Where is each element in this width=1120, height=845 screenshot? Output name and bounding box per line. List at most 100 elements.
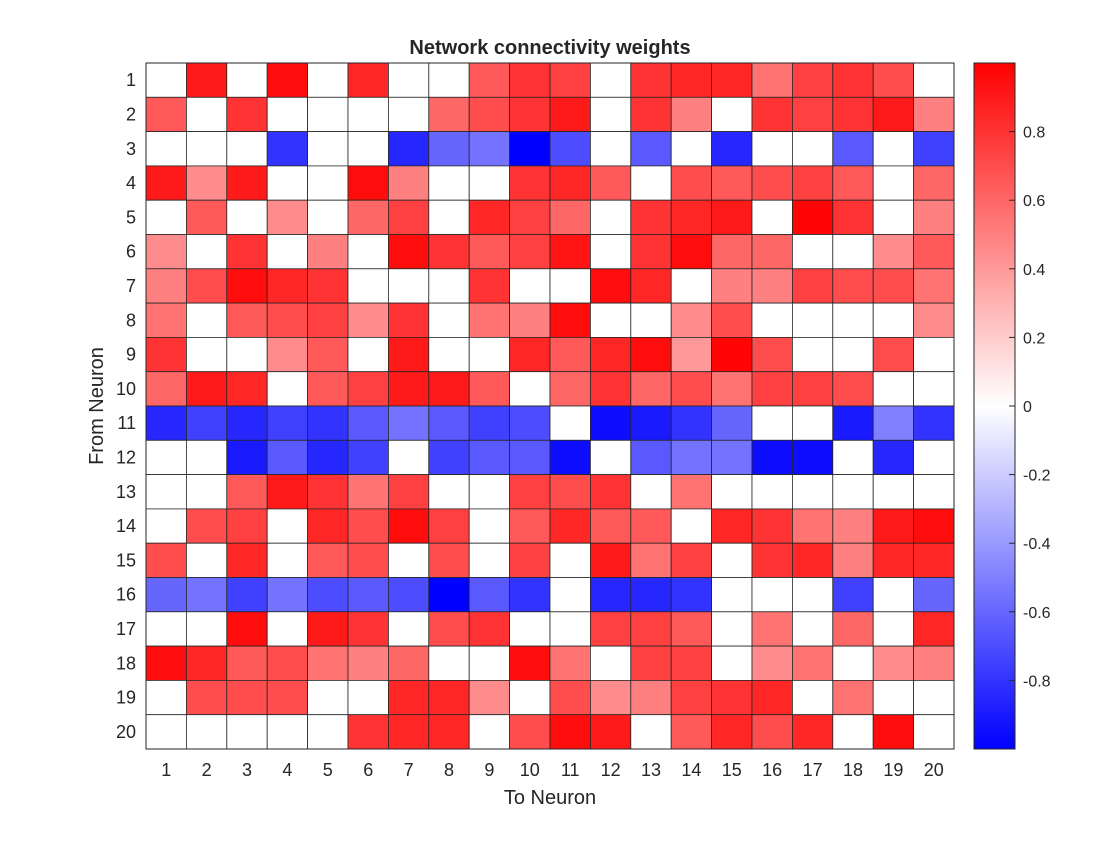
x-tick-label: 15 bbox=[722, 760, 742, 780]
heatmap-cell-r18-c15 bbox=[711, 645, 753, 681]
heatmap-cell-r8-c13 bbox=[630, 302, 672, 338]
heatmap-cell-r8-c5 bbox=[307, 302, 349, 338]
heatmap-cell-r10-c3 bbox=[226, 371, 268, 407]
heatmap-cell-r18-c18 bbox=[832, 645, 874, 681]
heatmap-cell-r19-c2 bbox=[185, 680, 228, 716]
heatmap-cell-r13-c20 bbox=[913, 474, 955, 510]
heatmap-cell-r5-c3 bbox=[226, 199, 268, 235]
y-tick-label: 5 bbox=[126, 207, 136, 227]
heatmap-cell-r17-c3 bbox=[226, 611, 268, 647]
heatmap-cell-r6-c14 bbox=[670, 234, 713, 270]
heatmap-cell-r2-c1 bbox=[145, 96, 187, 133]
heatmap-cell-r14-c5 bbox=[307, 508, 349, 544]
heatmap-cell-r5-c20 bbox=[913, 199, 955, 235]
heatmap-cell-r14-c19 bbox=[872, 508, 915, 544]
heatmap-cell-r20-c20 bbox=[913, 714, 955, 750]
heatmap-cell-r11-c8 bbox=[428, 405, 470, 441]
y-axis-label: From Neuron bbox=[86, 347, 108, 465]
heatmap-cell-r3-c7 bbox=[387, 131, 430, 167]
heatmap-cell-r12-c1 bbox=[145, 439, 187, 475]
heatmap-cell-r6-c3 bbox=[226, 234, 268, 270]
heatmap-cell-r1-c3 bbox=[226, 62, 268, 98]
colorbar-tick-label: 0.2 bbox=[1023, 330, 1045, 347]
heatmap-cell-r8-c17 bbox=[792, 302, 834, 338]
heatmap-cell-r3-c10 bbox=[509, 131, 551, 167]
heatmap-cell-r1-c2 bbox=[185, 62, 228, 98]
colorbar-tick-label: 0 bbox=[1023, 399, 1032, 416]
heatmap-cell-r5-c8 bbox=[428, 199, 470, 235]
heatmap-cell-r10-c2 bbox=[185, 371, 228, 407]
heatmap-cell-r15-c4 bbox=[266, 542, 309, 578]
heatmap-cell-r4-c1 bbox=[145, 165, 187, 201]
heatmap-cell-r11-c15 bbox=[711, 405, 753, 441]
heatmap-cell-r14-c6 bbox=[347, 508, 389, 544]
heatmap-cell-r4-c12 bbox=[590, 165, 632, 201]
x-tick-label: 11 bbox=[561, 760, 580, 780]
heatmap-cell-r7-c9 bbox=[468, 268, 511, 304]
heatmap-cell-r1-c5 bbox=[307, 62, 349, 98]
heatmap-cell-r3-c4 bbox=[266, 131, 309, 167]
heatmap-cell-r17-c15 bbox=[711, 611, 753, 647]
heatmap-cell-r20-c14 bbox=[670, 714, 713, 750]
heatmap-cell-r14-c4 bbox=[266, 508, 309, 544]
heatmap-cell-r16-c7 bbox=[387, 577, 430, 613]
heatmap-cell-r8-c20 bbox=[913, 302, 955, 338]
y-tick-label: 1 bbox=[126, 70, 136, 90]
heatmap-cell-r9-c2 bbox=[185, 336, 228, 373]
heatmap-cell-r11-c18 bbox=[832, 405, 874, 441]
heatmap-cell-r16-c16 bbox=[751, 577, 793, 613]
heatmap-cell-r17-c17 bbox=[792, 611, 834, 647]
heatmap-cell-r19-c13 bbox=[630, 680, 672, 716]
x-tick-label: 19 bbox=[883, 760, 903, 780]
heatmap-cell-r1-c6 bbox=[347, 62, 389, 98]
heatmap-cell-r18-c8 bbox=[428, 645, 470, 681]
heatmap-cell-r11-c1 bbox=[145, 405, 187, 441]
heatmap-cell-r5-c6 bbox=[347, 199, 389, 235]
plot-frame bbox=[145, 62, 955, 750]
heatmap-cell-r17-c6 bbox=[347, 611, 389, 647]
heatmap-cell-r10-c12 bbox=[590, 371, 632, 407]
heatmap-cell-r18-c14 bbox=[670, 645, 713, 681]
heatmap-cell-r14-c9 bbox=[468, 508, 511, 544]
heatmap-cell-r18-c6 bbox=[347, 645, 389, 681]
heatmap-cell-r20-c1 bbox=[145, 714, 187, 750]
heatmap-cell-r9-c5 bbox=[307, 336, 349, 373]
heatmap-cell-r11-c3 bbox=[226, 405, 268, 441]
x-tick-label: 2 bbox=[202, 760, 212, 780]
heatmap-cell-r2-c12 bbox=[590, 96, 632, 133]
heatmap-cell-r3-c18 bbox=[832, 131, 874, 167]
heatmap-cell-r18-c20 bbox=[913, 645, 955, 681]
heatmap-cell-r12-c16 bbox=[751, 439, 793, 475]
heatmap-cell-r18-c5 bbox=[307, 645, 349, 681]
heatmap-cell-r2-c19 bbox=[872, 96, 915, 133]
heatmap-cell-r5-c7 bbox=[387, 199, 430, 235]
heatmap-cell-r13-c18 bbox=[832, 474, 874, 510]
heatmap-cell-r3-c13 bbox=[630, 131, 672, 167]
heatmap-cell-r8-c19 bbox=[872, 302, 915, 338]
colorbar-ticks: 0.8 0.6 0.4 0.2 0 -0.2 -0.4 -0.6 -0.8 bbox=[1009, 125, 1051, 690]
x-tick-label: 14 bbox=[681, 760, 701, 780]
heatmap-cell-r12-c4 bbox=[266, 439, 309, 475]
heatmap-cell-r15-c14 bbox=[670, 542, 713, 578]
heatmap-cell-r6-c9 bbox=[468, 234, 511, 270]
heatmap-cell-r9-c18 bbox=[832, 336, 874, 373]
heatmap-cell-r6-c8 bbox=[428, 234, 470, 270]
x-tick-label: 13 bbox=[641, 760, 661, 780]
heatmap-cell-r20-c9 bbox=[468, 714, 511, 750]
heatmap-cell-r3-c9 bbox=[468, 131, 511, 167]
heatmap-cell-r7-c8 bbox=[428, 268, 470, 304]
heatmap-cell-r8-c2 bbox=[185, 302, 228, 338]
x-tick-label: 6 bbox=[363, 760, 373, 780]
heatmap-cell-r12-c14 bbox=[670, 439, 713, 475]
heatmap-cell-r7-c13 bbox=[630, 268, 672, 304]
heatmap-cell-r5-c1 bbox=[145, 199, 187, 235]
heatmap-cell-r2-c20 bbox=[913, 96, 955, 133]
heatmap-cell-r2-c6 bbox=[347, 96, 389, 133]
heatmap-cell-r11-c6 bbox=[347, 405, 389, 441]
heatmap-cell-r10-c18 bbox=[832, 371, 874, 407]
heatmap-cell-r12-c5 bbox=[307, 439, 349, 475]
heatmap-cell-r8-c12 bbox=[590, 302, 632, 338]
heatmap-cell-r14-c3 bbox=[226, 508, 268, 544]
heatmap-cell-r7-c19 bbox=[872, 268, 915, 304]
heatmap-cell-r3-c17 bbox=[792, 131, 834, 167]
